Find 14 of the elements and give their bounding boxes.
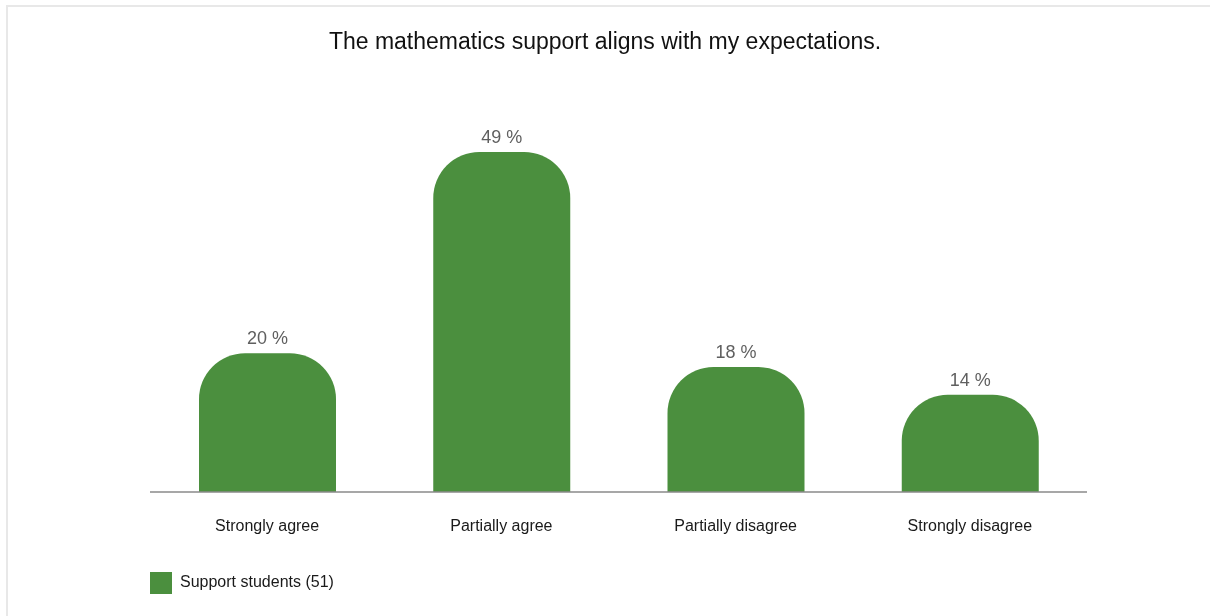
x-tick-label: Partially disagree	[674, 517, 798, 535]
x-tick-label: Strongly agree	[215, 517, 320, 535]
bar	[199, 353, 336, 492]
bar	[901, 394, 1039, 492]
data-label: 18 %	[715, 342, 757, 363]
bar	[433, 152, 571, 492]
data-label: 14 %	[949, 369, 991, 390]
chart-title: The mathematics support aligns with my expectations.	[327, 28, 883, 55]
legend-label: Support students (51)	[180, 573, 334, 591]
x-tick-label: Partially agree	[450, 517, 553, 535]
data-label: 20 %	[246, 328, 289, 349]
data-label: 49 %	[481, 127, 523, 147]
bar	[667, 367, 805, 492]
x-tick-label: Strongly disagree	[907, 517, 1033, 535]
